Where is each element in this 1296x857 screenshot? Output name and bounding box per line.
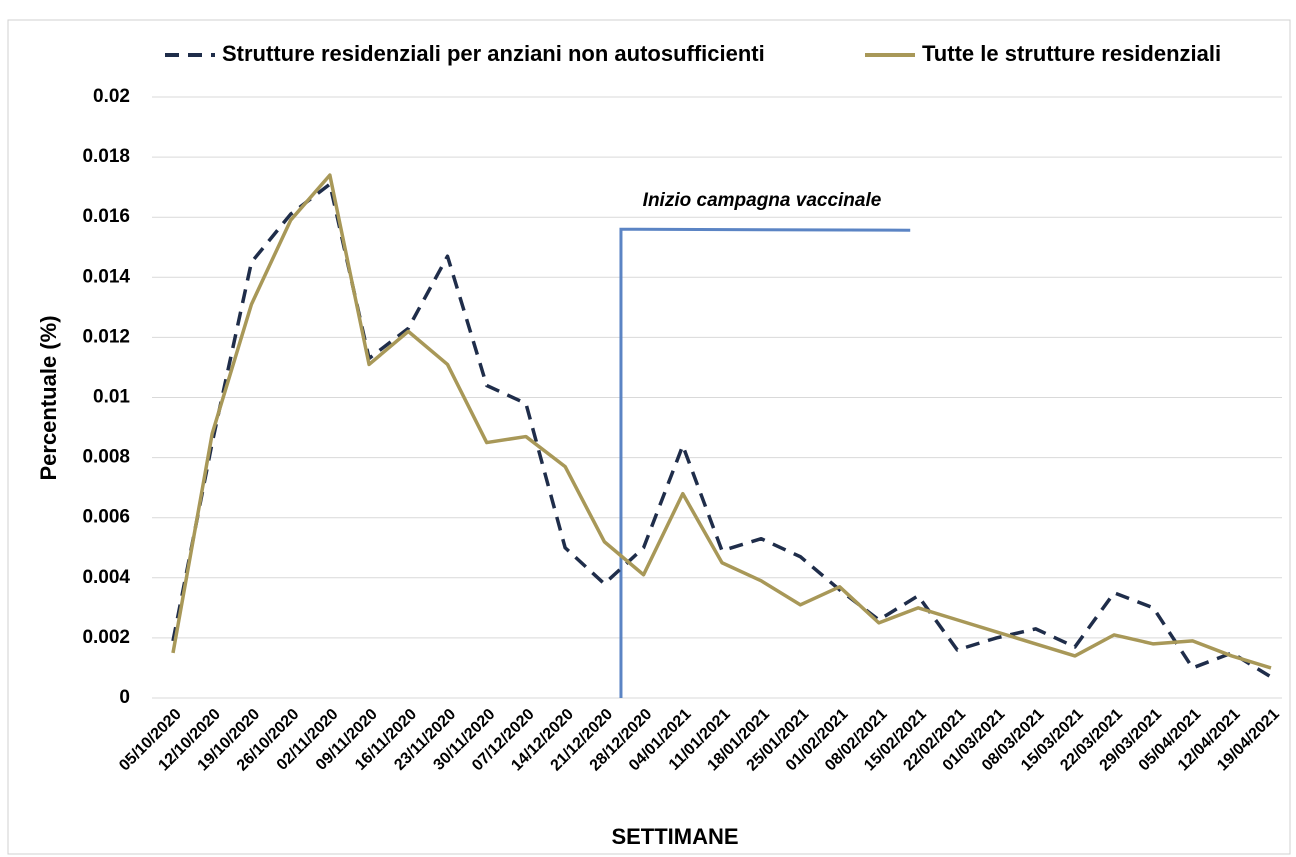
annotation-line (619, 227, 911, 698)
y-axis-title: Percentuale (%) (36, 315, 61, 480)
y-tick-label: 0 (119, 687, 130, 708)
x-axis-title: SETTIMANE (611, 824, 738, 849)
legend-label: Strutture residenziali per anziani non a… (222, 41, 765, 66)
chart-border (7, 19, 1291, 855)
y-tick-label: 0.01 (93, 387, 130, 408)
annotation: Inizio campagna vaccinale (643, 190, 882, 211)
series-line (171, 173, 1272, 670)
y-tick-label: 0.008 (82, 447, 130, 468)
y-tick-label: 0.014 (82, 266, 130, 287)
y-tick-label: 0.012 (82, 326, 130, 347)
y-tick-label: 0.006 (82, 507, 130, 528)
y-tick-label: 0.016 (82, 206, 130, 227)
y-tick-label: 0.02 (93, 86, 130, 107)
y-tick-label: 0.002 (82, 627, 130, 648)
y-tick-label: 0.018 (82, 146, 130, 167)
legend-label: Tutte le strutture residenziali (922, 41, 1221, 66)
y-tick-label: 0.004 (82, 567, 130, 588)
